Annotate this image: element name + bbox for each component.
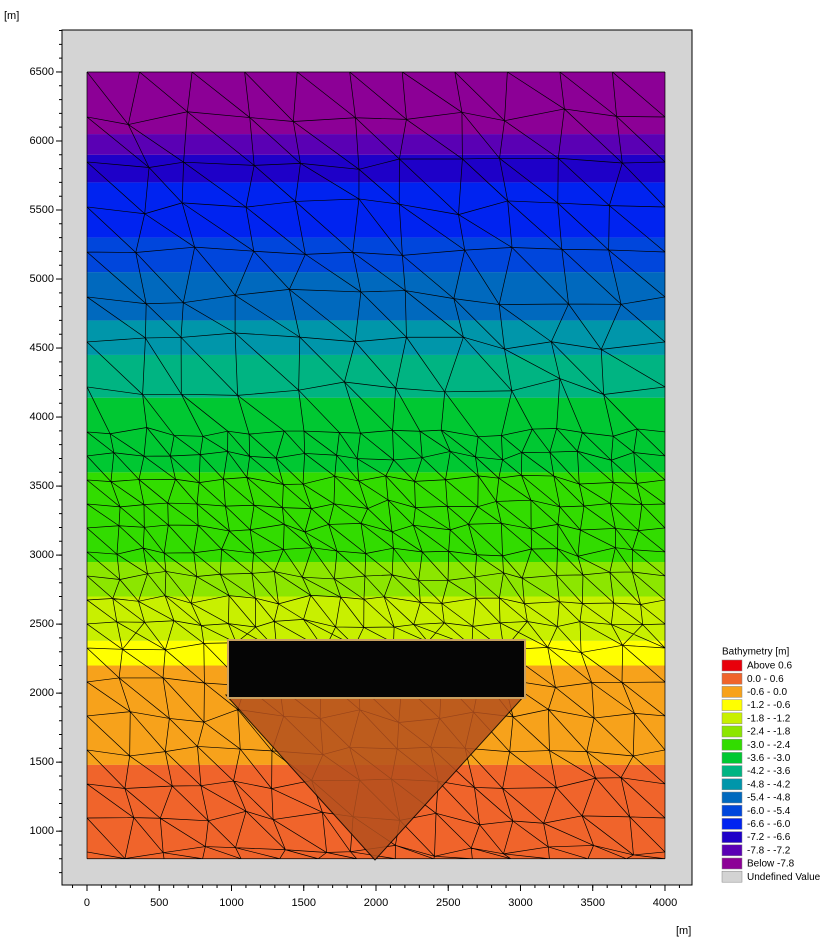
legend-swatch: [722, 871, 742, 882]
legend-label: -3.6 - -3.0: [747, 753, 791, 764]
y-tick-label: 4000: [30, 411, 54, 423]
legend-label: -7.2 - -6.6: [747, 832, 791, 843]
legend-title: Bathymetry [m]: [722, 647, 789, 658]
x-tick-label: 500: [150, 897, 168, 909]
legend-label: -2.4 - -1.8: [747, 727, 791, 738]
x-tick-label: 3000: [508, 897, 532, 909]
legend-label: -6.6 - -6.0: [747, 819, 791, 830]
legend-label: Undefined Value: [747, 872, 821, 883]
x-tick-label: 3500: [580, 897, 604, 909]
legend-label: -6.0 - -5.4: [747, 806, 791, 817]
y-tick-label: 6000: [30, 135, 54, 147]
legend-swatch: [722, 818, 742, 829]
y-tick-label: 5000: [30, 273, 54, 285]
legend-label: -0.6 - 0.0: [747, 687, 787, 698]
legend-swatch: [722, 726, 742, 737]
y-axis-label: [m]: [4, 10, 19, 22]
legend-swatch: [722, 739, 742, 750]
legend-swatch: [722, 779, 742, 790]
legend-label: Above 0.6: [747, 661, 792, 672]
legend-label: Below -7.8: [747, 859, 795, 870]
chart: [m] [m] 1000 1500 2000 2500 3000 3500 4000 4500…: [0, 0, 840, 939]
refined-block: [228, 640, 525, 698]
depth-band: [87, 238, 665, 273]
x-tick-label: 2500: [436, 897, 460, 909]
x-tick-label: 4000: [653, 897, 677, 909]
y-tick-label: 3000: [30, 549, 54, 561]
x-tick-label: 0: [84, 897, 90, 909]
legend-label: -7.8 - -7.2: [747, 845, 791, 856]
x-tick-label: 2000: [364, 897, 388, 909]
legend-swatch: [722, 845, 742, 856]
legend-swatch: [722, 660, 742, 671]
y-tick-label: 1000: [30, 825, 54, 837]
legend-swatch: [722, 673, 742, 684]
legend-label: -1.8 - -1.2: [747, 713, 791, 724]
depth-band: [87, 182, 665, 237]
y-tick-label: 1500: [30, 756, 54, 768]
legend-swatch: [722, 805, 742, 816]
legend-swatch: [722, 700, 742, 711]
legend: Bathymetry [m] Above 0.6 0.0 - 0.6 -0.6 - …: [722, 647, 821, 883]
depth-band: [87, 155, 665, 183]
depth-band: [87, 272, 665, 320]
legend-swatch: [722, 752, 742, 763]
x-axis-label: [m]: [676, 925, 691, 937]
legend-swatch: [722, 686, 742, 697]
y-tick-label: 6500: [30, 66, 54, 78]
x-tick-label: 1000: [219, 897, 243, 909]
y-tick-label: 2000: [30, 687, 54, 699]
y-tick-label: 4500: [30, 342, 54, 354]
y-tick-label: 3500: [30, 480, 54, 492]
legend-label: -4.8 - -4.2: [747, 779, 791, 790]
legend-label: -1.2 - -0.6: [747, 700, 791, 711]
page: {"chart_data": { "type": "contour", "y_l…: [0, 0, 840, 939]
depth-band: [87, 355, 665, 398]
depth-band: [87, 562, 665, 597]
x-tick-label: 1500: [291, 897, 315, 909]
legend-label: -4.2 - -3.6: [747, 766, 791, 777]
y-tick-label: 5500: [30, 204, 54, 216]
legend-swatch: [722, 713, 742, 724]
legend-label: -3.0 - -2.4: [747, 740, 791, 751]
legend-label: 0.0 - 0.6: [747, 674, 784, 685]
y-tick-label: 2500: [30, 618, 54, 630]
legend-swatch: [722, 792, 742, 803]
legend-swatch: [722, 832, 742, 843]
legend-label: -5.4 - -4.8: [747, 793, 791, 804]
depth-band: [87, 72, 665, 134]
legend-swatch: [722, 858, 742, 869]
legend-swatch: [722, 766, 742, 777]
